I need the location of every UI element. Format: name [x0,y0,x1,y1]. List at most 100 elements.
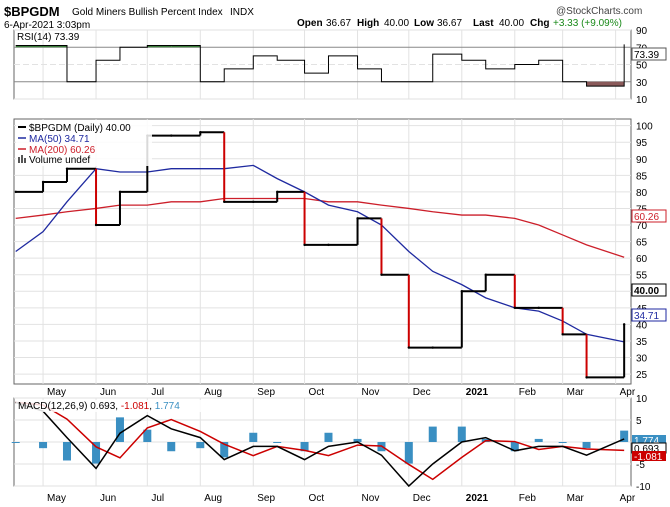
macd-line-tag-text: 0.693 [634,444,659,455]
timestamp: 6-Apr-2021 3:03pm [4,20,90,31]
grid [14,29,631,487]
price-point [561,333,564,336]
price-point [622,323,626,326]
macd-histogram-bar [220,442,229,458]
rsi-y-tick: 90 [636,26,648,37]
macd-histogram-bar [558,442,567,443]
macd-histogram-bar [457,426,466,442]
price-point [65,167,69,170]
price-y-tick: 25 [636,370,648,381]
price-legend: $BPGDM (Daily) 40.00 [29,123,131,134]
rsi-legend: RSI(14) 73.39 [17,32,80,43]
price-legend-box [16,120,152,166]
macd-histogram-bar [196,442,205,449]
price-y-tick: 55 [636,271,648,282]
price-point [380,273,383,276]
macd-layer [11,401,629,488]
x-tick-label: Nov [362,387,380,398]
rsi-last-tag [631,47,667,61]
price-point [170,134,173,137]
macd-signal-line [15,401,625,481]
price-point [431,346,434,349]
price-point [513,306,516,310]
price-y-tick: 70 [636,221,648,232]
price-y-tick: 100 [636,122,653,133]
x-tick-label: Oct [309,387,325,398]
macd-y-tick: 5 [636,416,642,427]
rsi-line [15,44,625,87]
price-point [356,217,359,220]
high-value: 40.00 [384,18,409,29]
x-tick-label: Jun [100,493,116,504]
price-point [303,243,306,247]
x-tick-label: Feb [519,387,537,398]
macd-y-tick: -10 [636,482,651,493]
price-point [460,290,463,293]
price-point [199,131,202,134]
macd-line [15,401,625,488]
macd-histogram-bar [620,430,629,442]
last-label: Last [473,18,494,29]
x-tick-label: Apr [620,493,636,504]
price-last-tag [631,283,667,297]
rsi-y-tick: 30 [636,78,648,89]
rsi-last-tag-text: 73.39 [634,50,659,61]
x-tick-label: Sep [257,493,275,504]
open-value: 36.67 [326,18,351,29]
price-point [94,223,98,227]
macd-histogram-bar [11,442,20,443]
macd-histogram-bar [582,442,591,449]
x-tick-label: May [47,493,66,504]
macd-histogram-bar [143,429,152,442]
price-point [484,273,487,276]
rsi-y-tick: 10 [636,95,648,106]
ma200-line [15,197,625,258]
chg-label: Chg [530,18,549,29]
macd-histogram-bar [300,442,309,452]
price-point [585,376,588,379]
price-point [252,200,255,204]
macd-histogram-bar [115,417,124,442]
ma50-legend: MA(50) 34.71 [29,134,90,145]
low-label: Low [414,18,434,29]
macd-histogram-bar [353,438,362,442]
x-tick-label: Sep [257,387,275,398]
macd-signal-tag [632,451,666,461]
macd-y-tick: 10 [636,394,648,405]
x-tick-label: Mar [567,387,585,398]
price-y-tick: 85 [636,171,648,182]
open-label: Open [297,18,323,29]
x-tick-label: Apr [620,387,636,398]
macd-hist-tag [632,435,666,445]
macd-histogram-bar [534,438,543,442]
x-tick-label: Dec [413,493,431,504]
price-point [327,243,330,247]
macd-histogram-bar [92,442,101,464]
price-last-tag-text: 40.00 [634,286,659,297]
price-y-tick: 90 [636,155,648,166]
macd-histogram-bar [249,432,258,442]
exchange-label: INDX [230,7,254,18]
price-point [537,306,540,310]
rsi-overbought-fill [171,45,201,48]
price-point [41,180,45,184]
ma50-last-tag [631,308,667,322]
price-layer [14,131,626,379]
high-label: High [357,18,379,29]
macd-histogram-bar [428,426,437,442]
index-name: Gold Miners Bullish Percent Index [72,7,223,18]
price-point [407,346,411,349]
macd-histogram-bar [167,442,176,452]
x-tick-label: Jul [151,493,164,504]
price-panel-frame [13,118,632,385]
x-tick-label: 2021 [466,493,489,504]
x-tick-label: Feb [519,493,537,504]
ma200-last-tag-text: 60.26 [634,212,659,223]
price-y-tick: 60 [636,254,648,265]
x-tick-label: Mar [567,493,585,504]
watermark: @StockCharts.com [556,6,642,17]
rsi-overbought-fill [147,45,172,48]
price-y-tick: 40 [636,320,648,331]
macd-histogram-bar [273,442,282,443]
chg-value: +3.33 (+9.09%) [553,18,622,29]
